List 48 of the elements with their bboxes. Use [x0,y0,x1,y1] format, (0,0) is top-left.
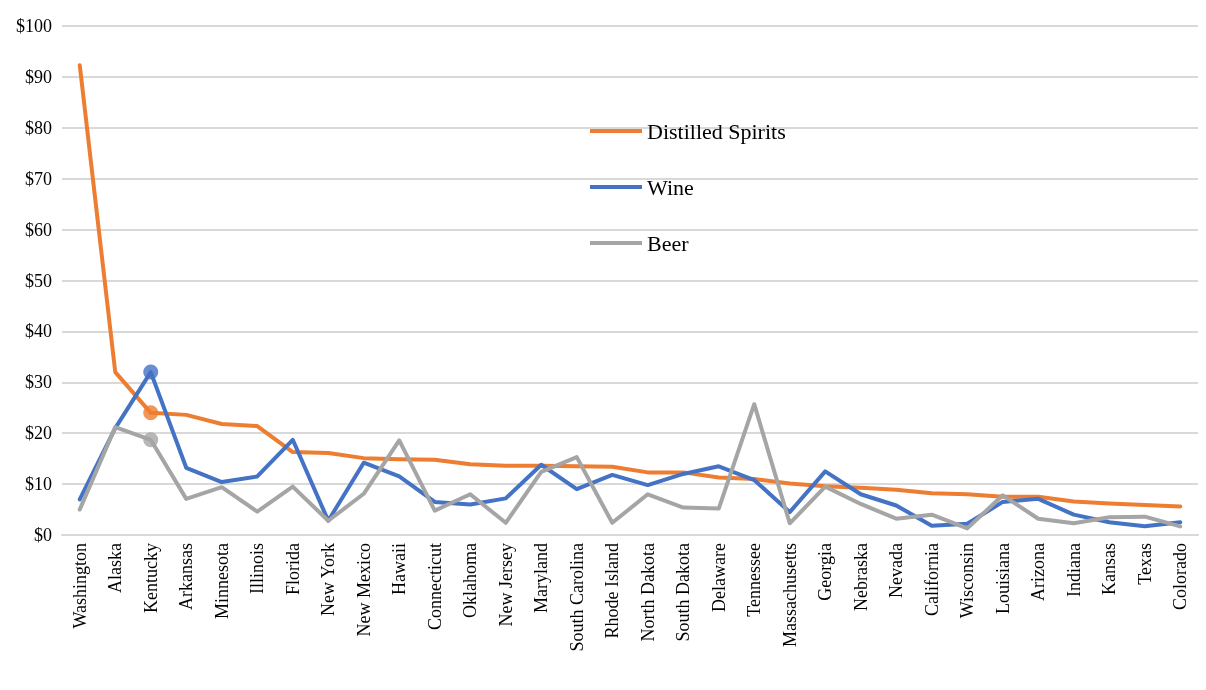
x-tick-label: Massachusetts [779,543,800,647]
x-tick-label: Kansas [1099,543,1120,595]
x-tick-label: Texas [1134,543,1155,585]
x-tick-label: South Dakota [673,543,694,642]
x-tick-label: Arizona [1028,543,1049,601]
x-tick-label: Arkansas [176,543,197,610]
x-tick-label: Nebraska [850,542,871,611]
x-tick-label: Illinois [247,543,268,595]
legend-label: Distilled Spirits [647,118,786,144]
x-tick-label: New York [318,543,339,617]
y-tick-label: $10 [25,474,52,495]
x-tick-label: Florida [282,542,303,595]
y-tick-label: $80 [25,117,52,138]
x-tick-label: South Carolina [566,543,587,652]
x-tick-label: Tennessee [744,543,765,617]
y-tick-label: $20 [25,423,52,444]
y-tick-label: $30 [25,372,52,393]
legend-label: Wine [647,174,694,200]
line-series [77,63,1183,509]
x-tick-label: Kentucky [140,543,161,613]
x-tick-label: Louisiana [992,542,1013,614]
x-tick-label: Maryland [531,543,552,613]
x-tick-label: California [921,543,942,616]
y-tick-label: $70 [25,168,52,189]
x-tick-label: Colorado [1170,543,1191,610]
x-tick-label: North Dakota [637,543,658,642]
y-tick-label: $100 [16,16,52,36]
x-tick-label: New Jersey [495,543,516,627]
x-tick-label: Indiana [1063,543,1084,597]
x-tick-label: Georgia [815,543,836,601]
x-tick-label: Hawaii [389,543,410,595]
legend-label: Beer [647,230,690,256]
y-tick-label: $40 [25,321,52,342]
x-tick-label: Delaware [708,542,729,612]
x-tick-label: Oklahoma [460,542,481,618]
x-tick-label: Wisconsin [957,543,978,619]
x-tick-label: Rhode Island [602,543,623,639]
x-tick-label: Washington [69,543,90,629]
line-series [77,402,1183,531]
y-tick-label: $50 [25,270,52,291]
y-tick-label: $0 [34,525,52,545]
x-tick-label: Minnesota [211,543,232,619]
x-tick-label: Connecticut [424,543,445,630]
y-tick-label: $90 [25,66,52,87]
x-tick-label: Nevada [886,542,907,598]
y-tick-label: $60 [25,219,52,240]
x-tick-label: New Mexico [353,543,374,637]
x-tick-label: Alaska [105,542,126,593]
